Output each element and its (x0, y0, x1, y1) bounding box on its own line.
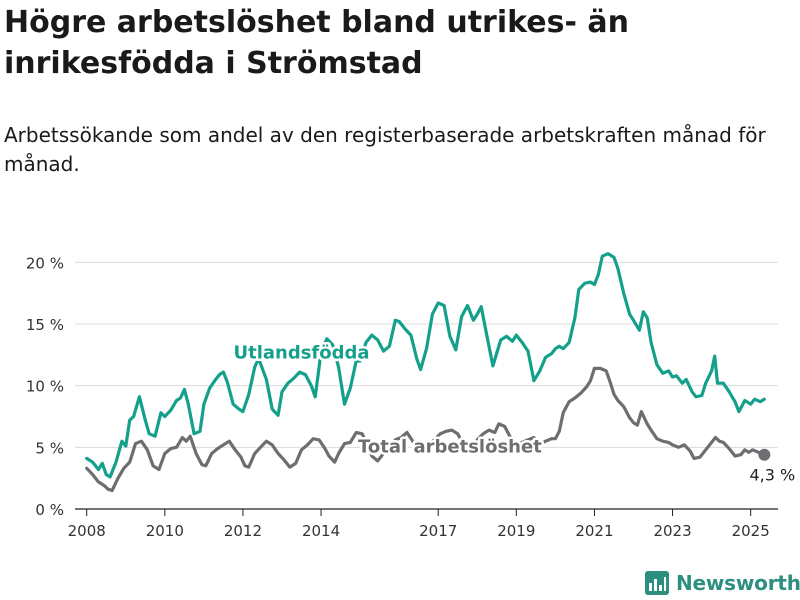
x-tick-label: 2017 (419, 522, 457, 540)
y-tick-label: 5 % (35, 439, 64, 457)
x-tick-label: 2021 (575, 522, 613, 540)
brand-name: Newsworthy (676, 571, 800, 595)
x-tick-label: 2008 (68, 522, 106, 540)
y-tick-label: 15 % (26, 316, 64, 334)
x-tick-label: 2014 (302, 522, 340, 540)
chart-subtitle: Arbetssökande som andel av den registerb… (4, 123, 766, 176)
brand-logo: Newsworthy (645, 568, 800, 598)
series-end-dot-1 (758, 448, 771, 461)
y-tick-label: 20 % (26, 254, 64, 272)
bar-chart-logo-icon (645, 571, 669, 595)
x-tick-label: 2019 (497, 522, 535, 540)
x-tick-label: 2025 (732, 522, 770, 540)
y-tick-label: 10 % (26, 378, 64, 396)
chart-title: Högre arbetslöshet bland utrikes- än inr… (4, 5, 629, 81)
x-tick-label: 2010 (146, 522, 184, 540)
series-end-label-1: 4,3 % (749, 466, 795, 485)
y-tick-label: 0 % (35, 501, 64, 519)
x-tick-label: 2023 (653, 522, 691, 540)
series-line-1 (85, 366, 766, 493)
series-label-0: Utlandsfödda (233, 343, 369, 364)
series-label-1: Total arbetslöshet (358, 436, 542, 457)
x-tick-label: 2012 (224, 522, 262, 540)
series-line-0 (85, 252, 766, 479)
